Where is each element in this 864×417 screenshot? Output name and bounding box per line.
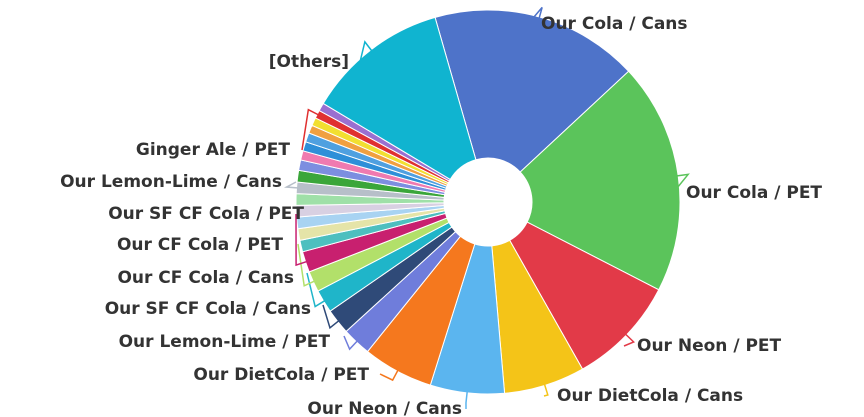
slice-label: Our CF Cola / PET xyxy=(117,235,283,255)
slice-label: Our SF CF Cola / Cans xyxy=(105,299,311,319)
pie-slices xyxy=(296,10,680,394)
slice-label: Our Lemon-Lime / Cans xyxy=(60,172,282,192)
slice-label: Our Neon / Cans xyxy=(307,399,462,417)
slice-label: Our CF Cola / Cans xyxy=(117,268,294,288)
slice-label: Our SF CF Cola / PET xyxy=(108,204,304,224)
slice-label: Our DietCola / PET xyxy=(193,365,369,385)
slice-label: Our Neon / PET xyxy=(637,336,782,356)
leader-line xyxy=(466,391,467,409)
slice-label: Our Cola / Cans xyxy=(541,14,688,34)
slice-label: [Others] xyxy=(269,52,349,72)
leader-line xyxy=(380,369,398,380)
slice-label: Our DietCola / Cans xyxy=(557,386,743,406)
slice-label: Ginger Ale / PET xyxy=(136,140,291,160)
slice-label: Our Lemon-Lime / PET xyxy=(119,332,331,352)
slice-label: Our Cola / PET xyxy=(686,183,822,203)
